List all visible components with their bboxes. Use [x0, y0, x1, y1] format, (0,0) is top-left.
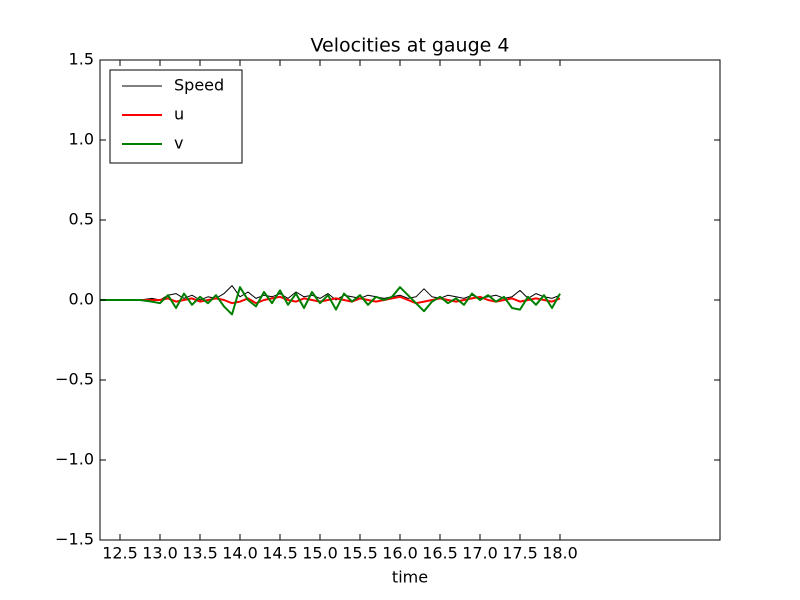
legend-label: u [174, 105, 184, 124]
y-tick-label: 0.0 [69, 290, 94, 309]
chart-title: Velocities at gauge 4 [311, 35, 510, 57]
series-line [100, 286, 561, 316]
legend-label: Speed [174, 76, 224, 95]
legend: Speed uv [109, 69, 243, 164]
x-tick-label: 18.0 [542, 544, 578, 563]
x-tick-label: 14.5 [262, 544, 298, 563]
x-tick-label: 13.5 [182, 544, 218, 563]
y-tick-label: 1.0 [69, 130, 94, 149]
x-tick-label: 15.0 [302, 544, 338, 563]
x-axis-label: time [392, 568, 428, 587]
x-tick-label: 12.5 [102, 544, 138, 563]
y-tick-label: −1.0 [55, 450, 94, 469]
x-tick-label: 17.0 [462, 544, 498, 563]
series-line [100, 295, 561, 305]
x-tick-label: 16.0 [382, 544, 418, 563]
y-tick-label: 0.5 [69, 210, 94, 229]
x-tick-label: 16.5 [422, 544, 458, 563]
y-tick-label: 1.5 [69, 50, 94, 69]
x-tick-label: 17.5 [502, 544, 538, 563]
legend-label: v [174, 134, 183, 153]
x-tick-label: 14.0 [222, 544, 258, 563]
x-tick-label: 13.0 [142, 544, 178, 563]
x-tick-label: 15.5 [342, 544, 378, 563]
y-tick-label: −1.5 [55, 530, 94, 549]
y-tick-label: −0.5 [55, 370, 94, 389]
